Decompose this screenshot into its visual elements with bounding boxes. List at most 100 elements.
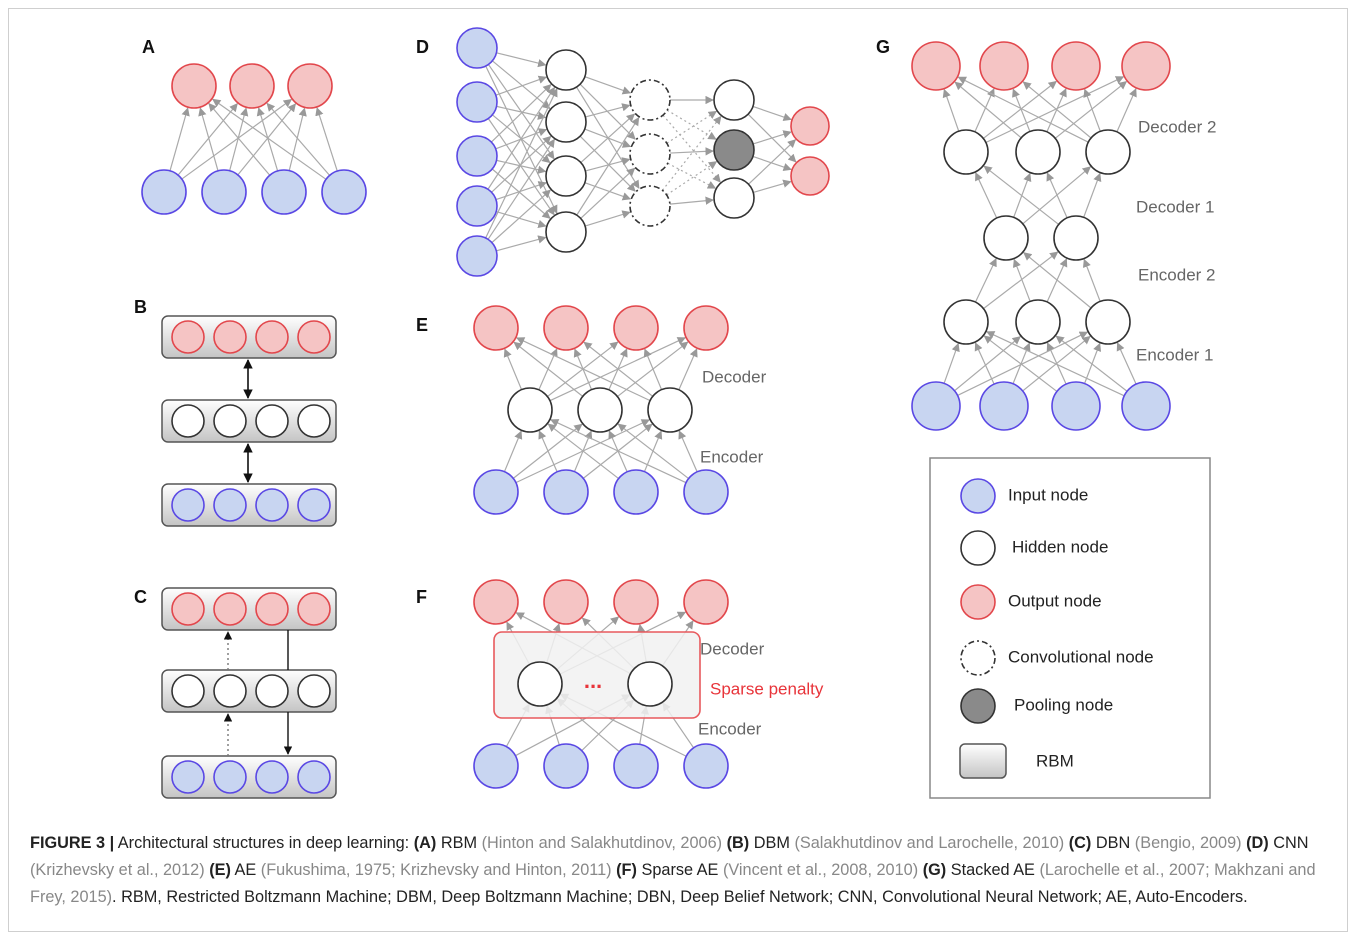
caption-tag: (F)	[616, 861, 637, 879]
hidden-node	[213, 404, 247, 438]
edge	[982, 80, 1057, 139]
edge	[487, 138, 555, 240]
edge	[1012, 88, 1031, 132]
caption-tag: (B)	[726, 834, 750, 852]
edge	[487, 118, 555, 216]
hidden-node	[517, 661, 563, 707]
edge	[487, 86, 556, 190]
rbm-box	[161, 399, 337, 443]
edge	[942, 88, 960, 132]
input-node	[456, 81, 498, 123]
rbm-box	[161, 669, 337, 713]
edge	[661, 115, 722, 191]
input-node	[297, 760, 331, 794]
output-node	[613, 305, 659, 351]
output-node	[171, 63, 217, 109]
input-node	[473, 469, 519, 515]
output-node	[790, 106, 830, 146]
edge	[584, 182, 632, 201]
edge	[662, 114, 721, 183]
input-node	[683, 743, 729, 789]
hidden-node	[255, 674, 289, 708]
edge	[974, 342, 995, 385]
hidden-node	[545, 211, 587, 253]
hidden-node	[545, 49, 587, 91]
hidden-node	[713, 177, 755, 219]
edge	[538, 430, 558, 473]
edge	[986, 331, 1125, 397]
stage-label: Decoder 2	[1138, 117, 1216, 136]
panel-label: C	[134, 587, 147, 607]
legend-box	[929, 457, 1211, 799]
output-node	[473, 579, 519, 625]
caption-name: CNN	[1273, 834, 1309, 852]
output-node	[171, 320, 205, 354]
panel-label: B	[134, 297, 147, 317]
conv-node	[629, 185, 671, 227]
edge	[643, 348, 663, 390]
edge	[547, 423, 619, 480]
input-node	[613, 469, 659, 515]
edge	[584, 210, 631, 227]
edge	[957, 331, 1089, 397]
hidden-node	[1015, 299, 1061, 345]
edge	[669, 196, 714, 205]
edge	[1012, 258, 1031, 302]
caption-ref: (Fukushima, 1975; Krizhevsky and Hinton,…	[260, 861, 612, 879]
edge	[491, 189, 552, 244]
pool-node	[960, 688, 996, 724]
input-node	[261, 169, 307, 215]
edge	[752, 105, 792, 122]
hidden-node	[545, 101, 587, 143]
input-node	[683, 469, 729, 515]
stage-label: Decoder	[700, 639, 765, 658]
input-node	[1121, 381, 1171, 431]
conv-node	[629, 79, 671, 121]
caption-tag: (E)	[209, 861, 231, 879]
input-node	[141, 169, 187, 215]
output-node	[255, 320, 289, 354]
output-node	[790, 156, 830, 196]
edge	[983, 251, 1059, 310]
stage-label: Encoder 2	[1138, 265, 1216, 284]
input-node	[171, 488, 205, 522]
stage-label: Decoder 1	[1136, 197, 1214, 216]
caption-name: AE	[234, 861, 257, 879]
edge	[550, 419, 687, 484]
caption-ref: (Hinton and Salakhutdinov, 2006)	[481, 834, 723, 852]
caption-name: RBM	[440, 834, 478, 852]
edge	[496, 105, 547, 120]
hidden-node	[213, 674, 247, 708]
rbm-box	[161, 755, 337, 799]
caption-name: DBN	[1095, 834, 1131, 852]
rbm-symbol	[959, 743, 1007, 779]
edge	[177, 103, 238, 176]
edge	[198, 107, 219, 171]
output-node	[213, 320, 247, 354]
panel-label: D	[416, 37, 429, 57]
input-node	[456, 185, 498, 227]
edge	[666, 110, 718, 144]
output-node	[473, 305, 519, 351]
hidden-node	[577, 387, 623, 433]
edge	[975, 172, 998, 219]
panel-label: F	[416, 587, 427, 607]
edge	[666, 109, 717, 140]
edge	[974, 258, 997, 303]
edge	[496, 52, 547, 68]
legend-label: Convolutional node	[1008, 647, 1154, 666]
hidden-node	[545, 155, 587, 197]
edge	[491, 168, 551, 219]
legend-label: Output node	[1008, 591, 1102, 610]
edge	[667, 162, 717, 189]
edge	[954, 336, 1021, 392]
conv-node	[629, 133, 671, 175]
output-node	[1121, 41, 1171, 91]
input-node	[1051, 381, 1101, 431]
edge	[1054, 81, 1128, 139]
legend-label: Input node	[1008, 485, 1088, 504]
input-node	[171, 760, 205, 794]
edge	[1046, 172, 1068, 219]
edge	[580, 167, 636, 219]
input-node	[456, 235, 498, 277]
